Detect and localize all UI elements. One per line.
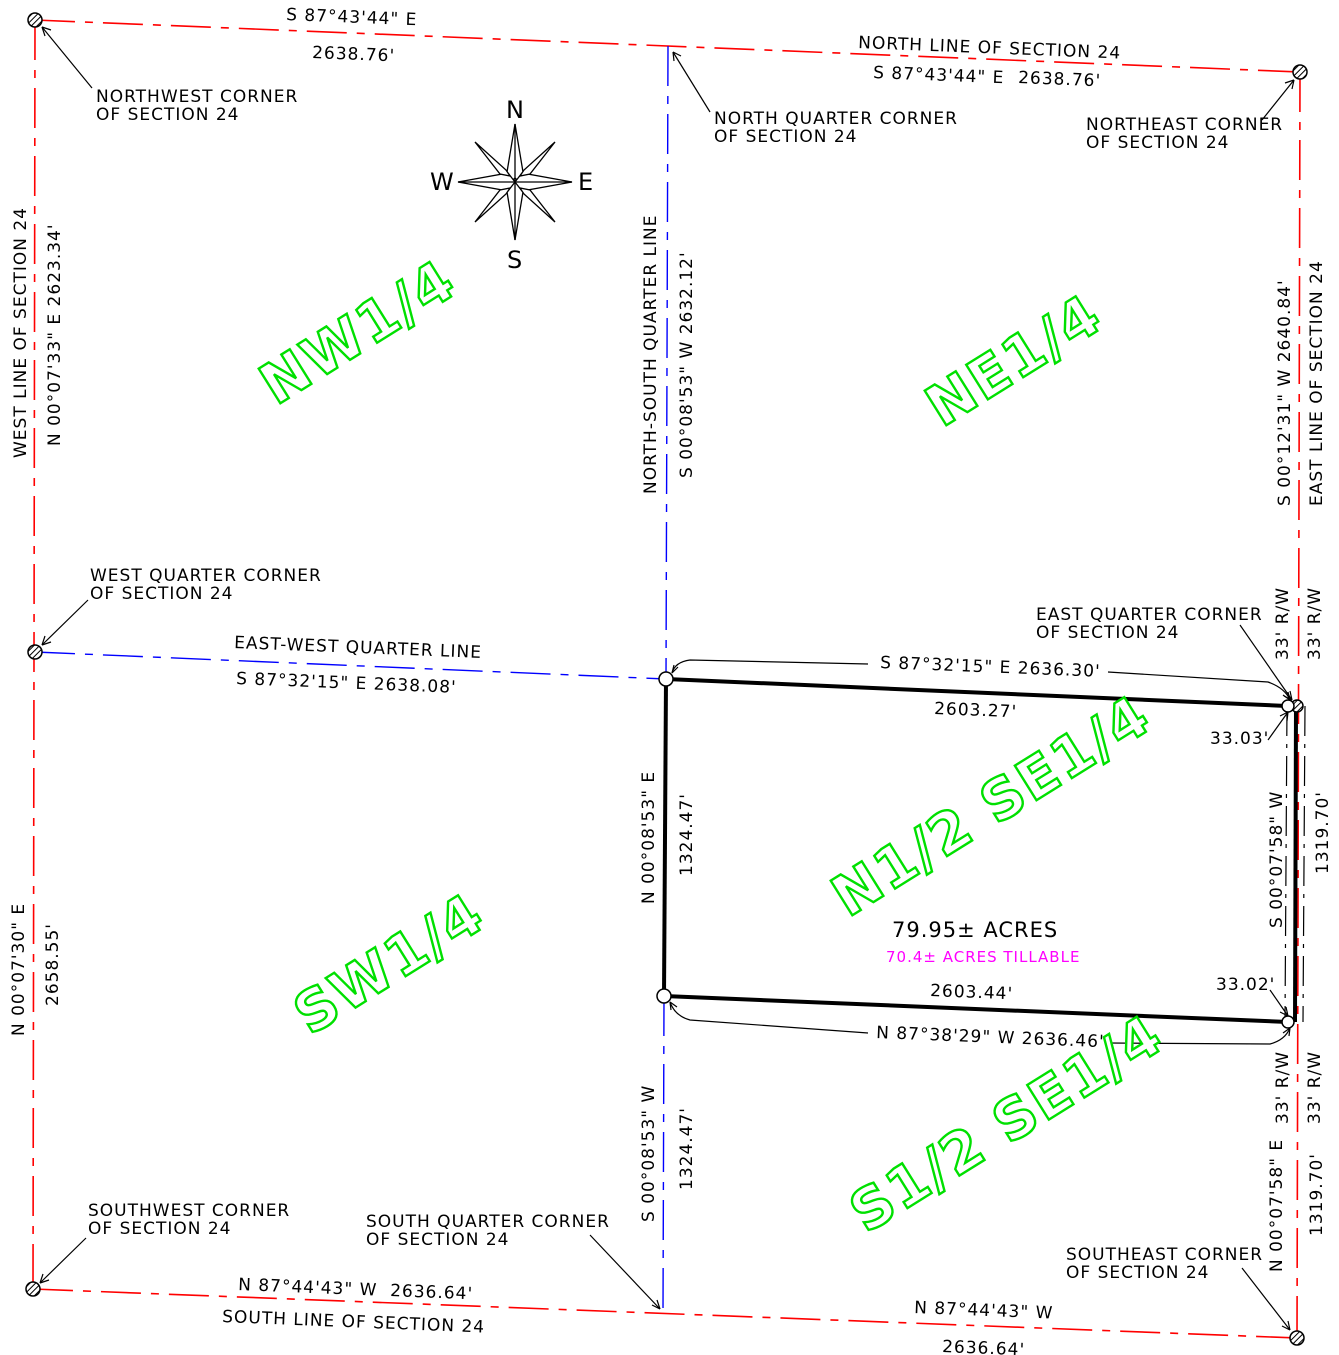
sq-corner-label: SOUTH QUARTER CORNER OF SECTION 24: [366, 1212, 610, 1250]
svg-text:OF SECTION 24: OF SECTION 24: [1066, 1263, 1210, 1283]
south-line-title: SOUTH LINE OF SECTION 24: [222, 1307, 486, 1338]
se-offset: 33.02': [1216, 975, 1275, 995]
nq-corner-label: NORTH QUARTER CORNER OF SECTION 24: [714, 109, 958, 147]
svg-text:EAST QUARTER CORNER: EAST QUARTER CORNER: [1036, 605, 1263, 625]
ne-corner-label: NORTHEAST CORNER OF SECTION 24: [1086, 115, 1283, 153]
sw-corner-monument: [25, 1281, 41, 1297]
se-lower-bearing: N 00°07'58" E: [1267, 1139, 1287, 1272]
nw-quarter-label: NW1/4: [249, 248, 467, 418]
ne-parcel-point: [1281, 699, 1295, 713]
wq-corner-label: WEST QUARTER CORNER OF SECTION 24: [90, 566, 322, 604]
parcel-south-dist: 2603.44': [930, 981, 1014, 1004]
west-lower-dist: 2658.55': [43, 923, 63, 1006]
compass-w: W: [430, 168, 454, 196]
west-upper-bearing: N 00°07'33" E 2623.34': [45, 223, 65, 446]
center-point: [658, 671, 674, 687]
parcel-tillable: 70.4± ACRES TILLABLE: [886, 948, 1080, 966]
leader-lines: [39, 26, 1295, 1331]
parcel-east-bearing: S 00°07'58" W: [1267, 791, 1287, 928]
svg-text:SOUTHWEST CORNER: SOUTHWEST CORNER: [88, 1201, 290, 1221]
parcel-boundary: [662, 677, 1298, 1024]
ns-quarter-line-upper: [665, 45, 669, 680]
svg-text:OF SECTION 24: OF SECTION 24: [96, 105, 240, 125]
svg-text:OF SECTION 24: OF SECTION 24: [90, 584, 234, 604]
section-corners: [25, 12, 1308, 1346]
ew-left-bearing: S 87°32'15" E 2638.08': [236, 669, 457, 698]
east-line-title: EAST LINE OF SECTION 24: [1307, 260, 1327, 506]
wq-corner-monument: [27, 644, 43, 660]
ne-quarter-label: NE1/4: [915, 282, 1114, 440]
right-of-way: [1284, 705, 1306, 1023]
ew-right-bearing: S 87°32'15" E 2636.30': [880, 653, 1101, 682]
svg-text:WEST QUARTER CORNER: WEST QUARTER CORNER: [90, 566, 322, 586]
south-dist-right: 2636.64': [942, 1337, 1026, 1355]
svg-text:NORTHWEST CORNER: NORTHWEST CORNER: [96, 87, 298, 107]
parcel-east-dist: 1319.70': [1313, 791, 1333, 874]
north-bearing-left: S 87°43'44" E: [286, 5, 418, 30]
east-upper-bearing: S 00°12'31" W 2640.84': [1275, 279, 1295, 506]
se-corner-monument: [1289, 1330, 1305, 1346]
rw-label-ne-right: 33' R/W: [1305, 587, 1325, 660]
ne-offset: 33.03': [1210, 729, 1269, 749]
ns-quarter-line-lower: [662, 995, 665, 1314]
south-dist-left: 2636.64': [390, 1281, 474, 1304]
compass-s: S: [507, 246, 522, 274]
parcel-west-line: [662, 678, 668, 997]
west-lower-bearing: N 00°07'30" E: [9, 903, 29, 1036]
se-lower-dist: 1319.70': [1307, 1153, 1327, 1236]
south-bearing-right: N 87°44'43" W: [914, 1298, 1054, 1324]
north-dist-left: 2638.76': [312, 43, 396, 66]
parcel-south-line: [663, 994, 1289, 1024]
ne-corner-monument: [1292, 64, 1308, 80]
rw-label-se-right: 33' R/W: [1305, 1051, 1325, 1124]
ns-upper-bearing: S 00°08'53" W 2632.12': [677, 251, 697, 478]
svg-text:OF SECTION 24: OF SECTION 24: [366, 1230, 510, 1250]
compass-e: E: [578, 168, 593, 196]
ns-mid-bearing: N 00°08'53" E: [639, 771, 659, 904]
ew-quarter-title: EAST-WEST QUARTER LINE: [234, 633, 482, 663]
se-corner-label: SOUTHEAST CORNER OF SECTION 24: [1066, 1245, 1263, 1283]
svg-text:SOUTHEAST CORNER: SOUTHEAST CORNER: [1066, 1245, 1263, 1265]
compass-rose-icon: [457, 123, 573, 241]
north-dist-right: 2638.76': [1018, 68, 1102, 91]
svg-text:SOUTH QUARTER CORNER: SOUTH QUARTER CORNER: [366, 1212, 610, 1232]
svg-text:NORTHEAST CORNER: NORTHEAST CORNER: [1086, 115, 1283, 135]
sw-parcel-point: [656, 988, 672, 1004]
quarter-lines: [34, 45, 669, 1314]
sw-corner-label: SOUTHWEST CORNER OF SECTION 24: [88, 1201, 290, 1239]
svg-text:OF SECTION 24: OF SECTION 24: [88, 1219, 232, 1239]
south-bearing-left: N 87°44'43" W: [238, 1275, 378, 1301]
south-line: [32, 1288, 1298, 1339]
se-parcel-point: [1281, 1015, 1295, 1029]
rw-label-se-left: 33' R/W: [1273, 1051, 1293, 1124]
ew-quarter-line: [34, 651, 667, 680]
svg-text:NORTH QUARTER CORNER: NORTH QUARTER CORNER: [714, 109, 958, 129]
sw-quarter-label: SW1/4: [283, 881, 496, 1048]
rw-label-ne-left: 33' R/W: [1273, 587, 1293, 660]
ns-quarter-title: NORTH-SOUTH QUARTER LINE: [641, 215, 661, 494]
north-bearing-right: S 87°43'44" E: [873, 63, 1005, 88]
nw-corner-label: NORTHWEST CORNER OF SECTION 24: [96, 87, 298, 125]
svg-text:OF SECTION 24: OF SECTION 24: [1086, 133, 1230, 153]
ns-lower-dist: 1324.47': [677, 1107, 697, 1190]
nw-corner-monument: [27, 12, 43, 28]
parcel-north-dist: 2603.27': [934, 699, 1018, 722]
compass-n: N: [506, 96, 524, 124]
parcel-acres: 79.95± ACRES: [892, 918, 1058, 942]
svg-text:OF SECTION 24: OF SECTION 24: [714, 127, 858, 147]
ns-mid-dist: 1324.47': [677, 793, 697, 876]
eq-corner-label: EAST QUARTER CORNER OF SECTION 24: [1036, 605, 1263, 643]
parcel-north-line: [665, 677, 1288, 708]
parcel-east-line: [1293, 705, 1298, 1023]
ns-lower-bearing: S 00°08'53" W: [639, 1085, 659, 1222]
west-line-title: WEST LINE OF SECTION 24: [11, 207, 31, 458]
svg-text:OF SECTION 24: OF SECTION 24: [1036, 623, 1180, 643]
